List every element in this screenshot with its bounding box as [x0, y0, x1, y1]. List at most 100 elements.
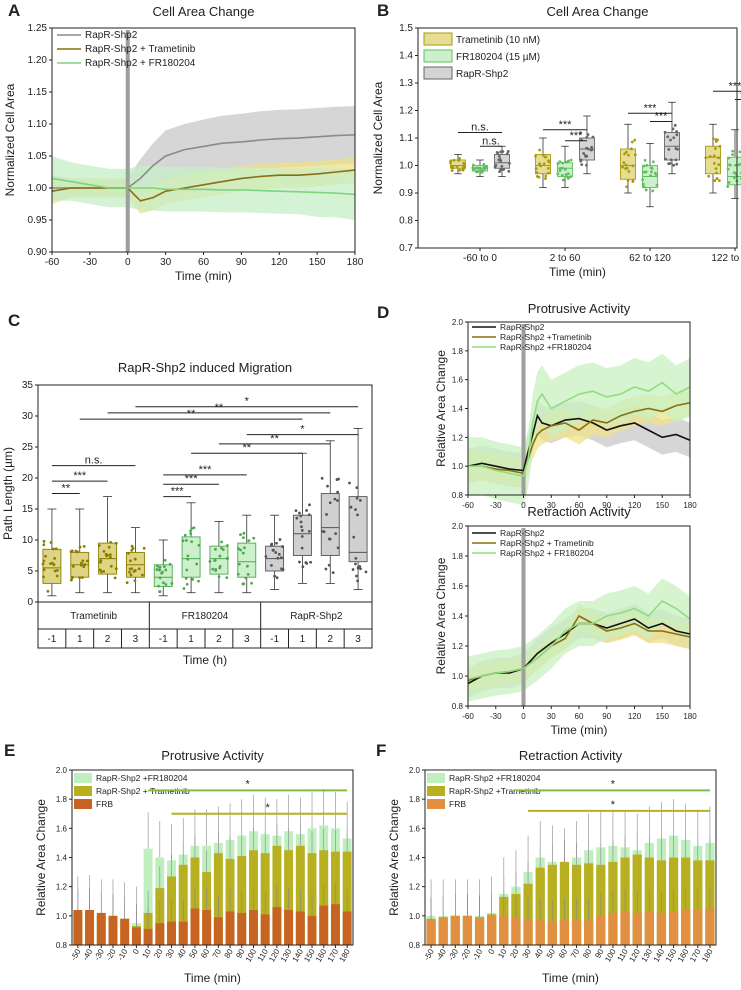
data-point — [461, 168, 465, 172]
x-tick-label: 0 — [131, 947, 141, 956]
bar — [644, 911, 654, 945]
bar — [584, 920, 594, 945]
data-point — [541, 153, 545, 157]
x-tick-label: 120 — [628, 712, 642, 721]
y-tick-label: 1.2 — [452, 433, 464, 442]
data-point — [544, 177, 547, 180]
data-point — [672, 163, 676, 167]
data-point — [651, 160, 655, 164]
data-point — [337, 477, 340, 481]
x-tick-label: 3 — [133, 634, 139, 645]
legend-label: RapR-Shp2 +FR180204 — [500, 342, 592, 352]
data-point — [299, 514, 303, 518]
x-tick-label: 120 — [267, 947, 282, 964]
data-point — [633, 153, 637, 157]
y-tick-label: 2.0 — [452, 522, 464, 531]
y-tick-label: 1.0 — [56, 912, 68, 921]
data-point — [51, 561, 54, 565]
legend-label: RapR-Shp2 +FR180204 — [96, 773, 188, 783]
data-point — [41, 562, 45, 566]
data-point — [498, 157, 502, 161]
data-point — [485, 166, 489, 169]
panel-letter: F — [376, 741, 386, 760]
y-tick-label: 0.8 — [409, 941, 421, 950]
data-point — [322, 530, 326, 534]
data-point — [131, 547, 135, 550]
data-point — [356, 579, 359, 583]
data-point — [585, 135, 589, 139]
data-point — [643, 158, 647, 162]
x-tick-label: -1 — [47, 634, 56, 645]
y-tick-label: 1.6 — [452, 582, 464, 591]
data-point — [336, 546, 340, 550]
data-point — [277, 552, 281, 556]
x-tick-label: 120 — [271, 257, 288, 268]
x-tick-label: 62 to 120 — [629, 253, 671, 264]
data-point — [327, 537, 331, 541]
data-point — [107, 545, 111, 549]
data-point — [450, 169, 454, 172]
data-point — [239, 533, 242, 537]
data-point — [539, 164, 543, 168]
y-tick-label: 1.1 — [399, 133, 413, 144]
y-tick-label: 0.7 — [399, 243, 413, 254]
bar — [237, 912, 247, 945]
data-point — [185, 582, 189, 586]
data-point — [644, 170, 648, 174]
data-point — [305, 509, 308, 512]
significance-label: * — [300, 424, 305, 436]
y-axis-label: Normalized Cell Area — [371, 81, 385, 194]
data-point — [129, 573, 133, 577]
data-point — [170, 582, 174, 585]
data-point — [192, 526, 196, 530]
chart-title: Cell Area Change — [153, 4, 255, 19]
data-point — [674, 158, 678, 162]
data-point — [70, 549, 74, 553]
data-point — [336, 490, 340, 494]
significance-label: ** — [242, 442, 251, 454]
data-point — [349, 505, 353, 509]
data-point — [162, 565, 166, 569]
x-tick-label: 20 — [508, 947, 521, 960]
x-tick-label: 122 to 180 — [711, 253, 741, 264]
x-tick-label: 150 — [656, 501, 670, 510]
y-tick-label: 25 — [22, 442, 34, 453]
significance-label: ** — [215, 402, 224, 414]
box — [620, 148, 636, 180]
data-point — [281, 568, 285, 571]
chart-title: Protrusive Activity — [161, 748, 264, 763]
data-point — [218, 564, 222, 568]
bar — [559, 920, 570, 945]
data-point — [651, 189, 655, 193]
y-tick-label: 1.15 — [28, 87, 48, 98]
data-point — [629, 147, 633, 151]
data-point — [625, 185, 629, 189]
data-point — [669, 138, 672, 142]
data-point — [631, 164, 635, 168]
data-point — [667, 147, 671, 151]
data-point — [732, 171, 736, 175]
legend-label: FRB — [449, 799, 466, 809]
data-point — [561, 178, 565, 182]
data-point — [717, 156, 721, 160]
box — [727, 156, 741, 186]
data-point — [142, 546, 146, 550]
data-point — [580, 163, 584, 167]
data-point — [53, 569, 57, 573]
x-tick-label: 60 — [575, 501, 584, 510]
data-point — [626, 179, 630, 183]
x-tick-label: 2 — [216, 634, 222, 645]
y-tick-label: 0.8 — [56, 941, 68, 950]
data-point — [733, 176, 736, 180]
data-point — [564, 173, 568, 176]
legend-label: RapR-Shp2 +Trametinib — [449, 786, 541, 796]
data-point — [298, 511, 301, 515]
data-point — [185, 539, 188, 542]
y-tick-label: 1.0 — [452, 462, 464, 471]
data-point — [336, 499, 339, 502]
data-point — [160, 570, 164, 574]
data-point — [348, 481, 351, 485]
data-point — [558, 169, 562, 173]
data-point — [718, 144, 722, 148]
